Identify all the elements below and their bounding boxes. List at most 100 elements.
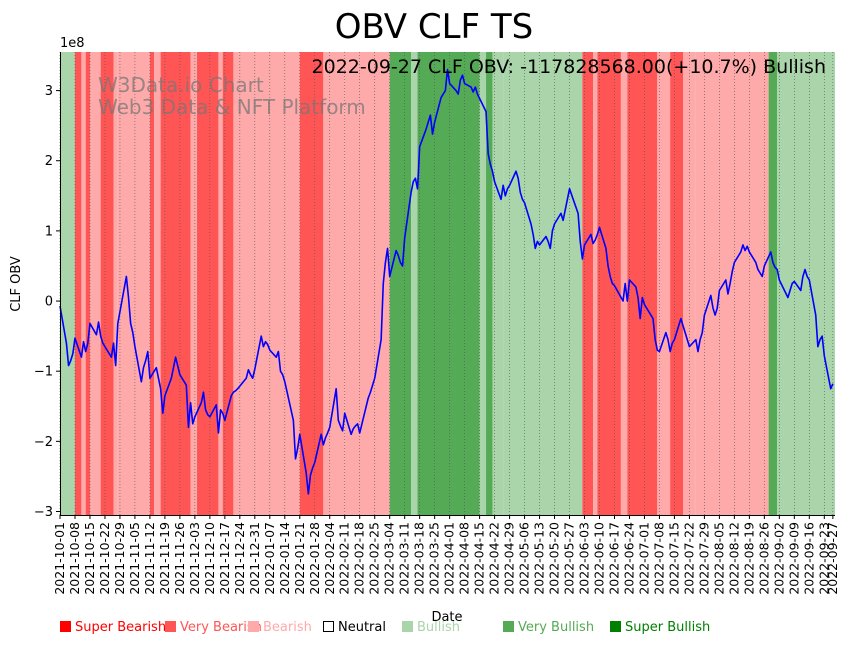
signal-band (100, 52, 114, 515)
x-tick-label: 2022-02-18 (352, 522, 367, 595)
x-tick-label: 2022-05-13 (532, 522, 547, 595)
watermark-line-2: Web3 Data & NFT Platform (98, 95, 366, 119)
y-tick-label: 3 (45, 84, 53, 99)
y-tick-label: −3 (34, 505, 53, 520)
x-tick-label: 2021-10-01 (52, 522, 67, 595)
x-tick-label: 2021-11-12 (142, 522, 157, 595)
x-tick-label: 2021-10-15 (82, 522, 97, 595)
signal-band (154, 52, 161, 515)
x-tick-label: 2022-01-14 (277, 522, 292, 595)
y-tick-label: −1 (34, 365, 53, 380)
x-tick-label: 2022-04-01 (442, 522, 457, 595)
x-tick-label: 2022-09-09 (786, 522, 801, 595)
signal-band (233, 52, 257, 515)
legend-item-bullish: Bullish (402, 620, 460, 635)
x-tick-label: 2021-12-10 (202, 522, 217, 595)
x-tick-label: 2022-09-23 (816, 522, 831, 595)
signal-band (190, 52, 198, 515)
x-tick-label: 2021-10-22 (97, 522, 112, 595)
x-tick-label: 2022-08-12 (726, 522, 741, 595)
signal-band (417, 52, 480, 515)
signal-band (60, 52, 75, 515)
x-tick-label: 2022-07-01 (636, 522, 651, 595)
x-tick-label: 2022-05-20 (547, 522, 562, 595)
axes (60, 52, 835, 516)
x-tick-label: 2022-09-02 (771, 522, 786, 595)
signal-band (670, 52, 683, 515)
signal-band (597, 52, 621, 515)
x-tick-label: 2022-09-27 (825, 522, 840, 595)
x-tick-label: 2022-05-27 (562, 522, 577, 595)
signal-band (479, 52, 487, 515)
x-tick-label: 2022-03-18 (412, 522, 427, 595)
signal-legend: Super Bearish Very Bearish Bearish Neutral B… (0, 620, 854, 640)
signal-band (344, 52, 365, 515)
legend-label: Bullish (417, 620, 461, 635)
x-tick-label: 2022-02-04 (322, 522, 337, 595)
y-tick-label: −2 (34, 435, 53, 450)
x-tick-label: 2021-11-19 (157, 522, 172, 595)
legend-label: Very Bearish (180, 620, 262, 635)
signal-band (768, 52, 778, 515)
x-tick-label: 2022-02-25 (367, 522, 382, 595)
x-tick-label: 2022-01-28 (307, 522, 322, 595)
x-tick-label: 2022-07-08 (651, 522, 666, 595)
legend-item-bearish: Bearish (248, 620, 312, 635)
x-ticks: 2021-10-01 2021-10-08 2021-10-15 2021-10-22… (52, 515, 840, 595)
legend-label: Very Bullish (518, 620, 595, 635)
y-axis-label: CLF OBV (9, 256, 24, 312)
signal-band (364, 52, 390, 515)
y-tick-label: 1 (45, 224, 53, 239)
x-tick-label: 2022-03-11 (397, 522, 412, 595)
signal-band (160, 52, 191, 515)
x-tick-label: 2022-02-11 (337, 522, 352, 595)
legend-item-very-bullish: Very Bullish (503, 620, 594, 635)
signal-band (89, 52, 101, 515)
signal-band (222, 52, 234, 515)
date-gridlines (59, 52, 834, 515)
signal-band (411, 52, 418, 515)
x-tick-label: 2021-11-26 (172, 522, 187, 595)
signal-band (218, 52, 223, 515)
legend-item-neutral: Neutral (323, 620, 386, 635)
obv-annotation: 2022-09-27 CLF OBV: -117828568.00(+10.7%… (312, 56, 826, 78)
legend-item-super-bullish: Super Bullish (610, 620, 710, 635)
x-tick-label: 2021-12-24 (232, 522, 247, 595)
legend-label: Super Bearish (75, 620, 167, 635)
signal-band (74, 52, 82, 515)
y-tick-label: 0 (45, 295, 53, 310)
x-tick-label: 2022-08-05 (711, 522, 726, 595)
legend-swatch (323, 621, 334, 632)
signal-band (323, 52, 345, 515)
x-tick-label: 2022-05-06 (517, 522, 532, 595)
x-tick-label: 2022-07-15 (666, 522, 681, 595)
signal-band (503, 52, 583, 515)
legend-label: Bearish (263, 620, 312, 635)
chart-title: OBV CLF TS (335, 7, 534, 47)
x-tick-label: 2021-10-29 (112, 522, 127, 595)
legend-item-super-bearish: Super Bearish (60, 620, 166, 635)
x-tick-label: 2021-10-08 (67, 522, 82, 595)
signal-band (117, 52, 150, 515)
signal-band (657, 52, 671, 515)
signal-band (695, 52, 769, 515)
y-tick-label: 2 (45, 154, 53, 169)
x-tick-label: 2021-12-17 (217, 522, 232, 595)
signal-band (389, 52, 412, 515)
signal-band (197, 52, 219, 515)
legend-swatch (60, 621, 71, 632)
x-tick-label: 2022-06-03 (577, 522, 592, 595)
legend-swatch (503, 621, 514, 632)
signal-band (149, 52, 155, 515)
x-tick-label: 2021-12-03 (187, 522, 202, 595)
x-axis-label: Date (431, 610, 462, 625)
signal-band (113, 52, 118, 515)
x-tick-label: 2022-06-24 (621, 522, 636, 595)
signal-band (777, 52, 835, 515)
legend-swatch (610, 621, 621, 632)
signal-band (486, 52, 493, 515)
signal-band (620, 52, 628, 515)
x-tick-label: 2022-04-15 (472, 522, 487, 595)
legend-swatch (402, 621, 413, 632)
